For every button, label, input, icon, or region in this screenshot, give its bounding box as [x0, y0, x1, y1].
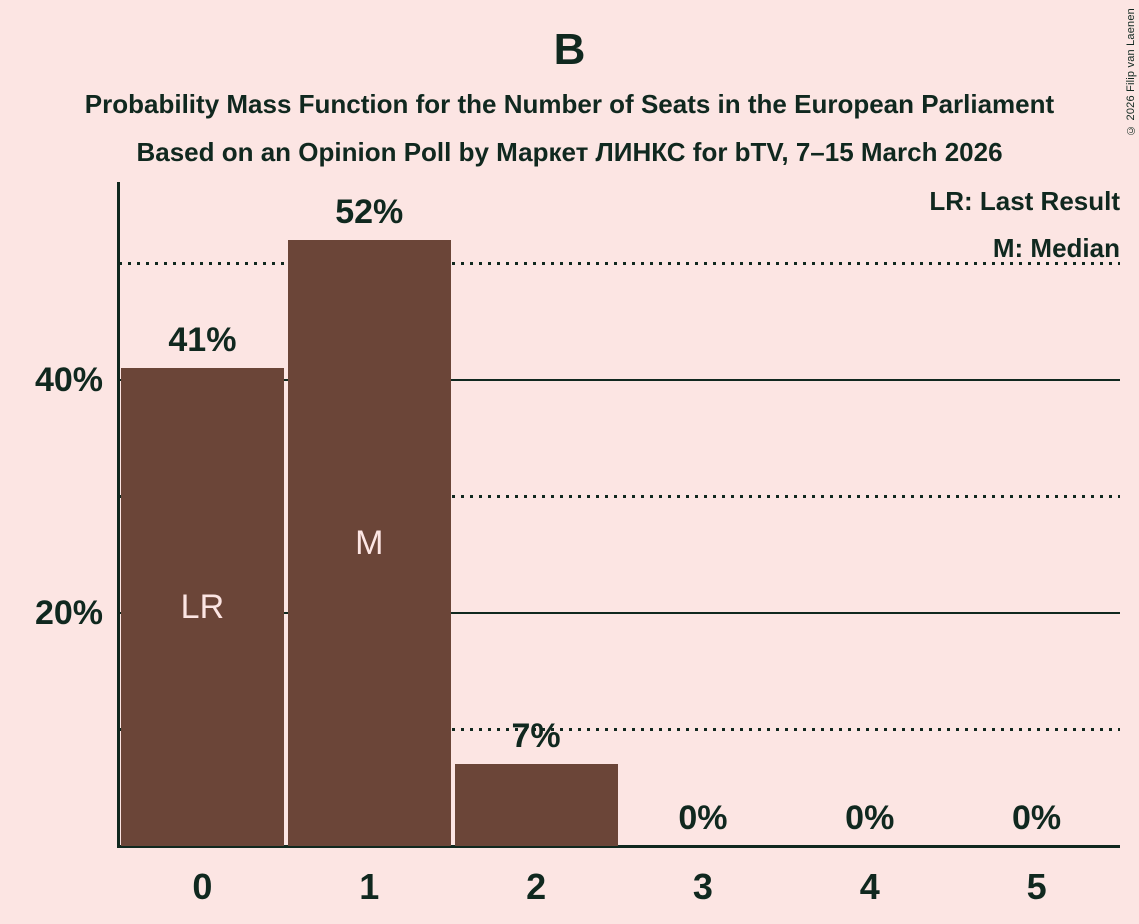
bar-seats-2: [455, 764, 618, 846]
gridline-10pct: [119, 728, 1120, 731]
x-axis-label-5: 5: [1026, 866, 1047, 907]
bar-value-label-4: 0%: [845, 799, 895, 837]
legend-median: M: Median: [992, 233, 1120, 263]
copyright-notice: © 2026 Filip van Laenen: [1125, 8, 1137, 136]
y-axis-label-20: 20%: [34, 594, 103, 632]
bar-value-label-3: 0%: [678, 799, 728, 837]
gridline-40pct: [119, 378, 1120, 381]
bar-value-label-0: 41%: [168, 321, 237, 360]
legend-last-result: LR: Last Result: [929, 186, 1120, 216]
x-axis-label-3: 3: [692, 866, 713, 907]
chart-subtitle-line2: Based on an Opinion Poll by Маркет ЛИНКС…: [136, 137, 1003, 167]
bar-annotation-m: M: [355, 524, 384, 563]
bar-value-label-5: 0%: [1012, 799, 1062, 837]
chart-title: B: [553, 25, 586, 74]
bar-seats-0: [121, 368, 284, 846]
bar-seats-1: [288, 240, 451, 846]
gridline-20pct: [119, 611, 1120, 614]
chart-subtitle-line1: Probability Mass Function for the Number…: [84, 89, 1055, 119]
bar-value-label-1: 52%: [335, 193, 404, 232]
x-axis-label-0: 0: [192, 866, 213, 907]
x-axis-label-1: 1: [359, 866, 380, 907]
x-axis-label-4: 4: [859, 866, 880, 907]
gridline-30pct: [119, 495, 1120, 498]
x-axis-line: [117, 845, 1120, 848]
y-axis-line: [117, 182, 120, 848]
gridline-50pct: [119, 262, 1120, 265]
bar-value-label-2: 7%: [511, 717, 561, 756]
y-axis-label-40: 40%: [34, 361, 103, 399]
bar-annotation-lr: LR: [180, 588, 225, 627]
x-axis-label-2: 2: [526, 866, 547, 907]
